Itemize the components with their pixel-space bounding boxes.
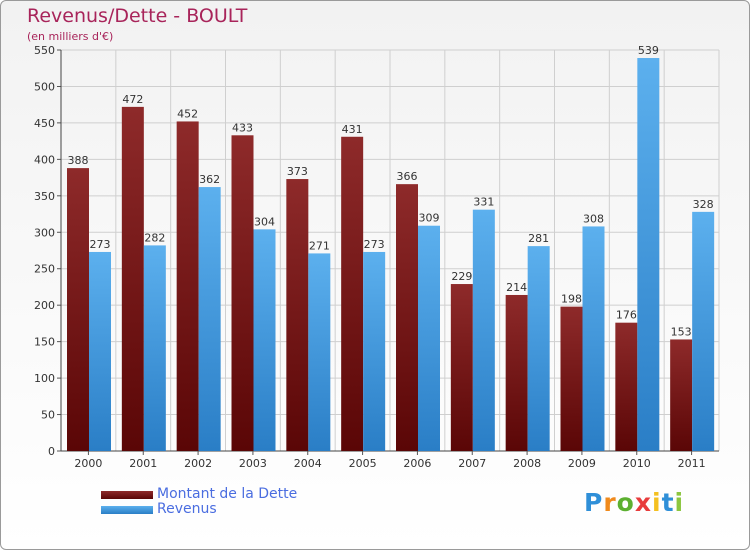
proxiti-logo: Proxiti [584,488,684,517]
bar-revenus-2002 [198,187,221,451]
data-label: 308 [583,212,604,225]
bar-debt-2010 [615,322,638,451]
bar-revenus-2007 [472,209,495,451]
y-tick-label: 50 [41,409,55,422]
y-tick-label: 550 [34,44,55,57]
data-label: 273 [90,238,111,251]
bar-debt-2003 [231,135,254,451]
bar-debt-2011 [670,339,693,451]
bar-debt-2004 [286,179,309,452]
logo-letter: o [616,488,635,517]
x-tick-label: 2006 [403,457,431,470]
data-labels: 388 273 472 282 452 362 433 304 373 271 431 273 366 3… [68,44,714,338]
data-label: 214 [506,281,527,294]
x-tick-label: 2005 [349,457,377,470]
bar-debt-2001 [121,106,144,452]
bar-debt-2007 [450,284,473,451]
bar-debt-2009 [560,306,583,451]
data-label: 282 [144,231,165,244]
bar-debt-2008 [505,294,528,451]
data-label: 366 [397,170,418,183]
axes: 0 50 100 150 200 250 300 350 400 450 500 550 2000 200… [34,44,719,470]
data-label: 273 [364,238,385,251]
y-tick-label: 0 [48,445,55,458]
data-label: 328 [693,198,714,211]
x-tick-label: 2004 [294,457,322,470]
x-tick-label: 2010 [623,457,651,470]
chart-title: Revenus/Dette - BOULT [27,5,248,27]
legend-label-revenus: Revenus [157,501,217,517]
bar-revenus-2010 [637,58,660,452]
data-label: 388 [68,154,89,167]
logo-letter: x [634,488,652,517]
data-label: 331 [473,196,494,209]
y-tick-label: 350 [34,190,55,203]
x-tick-label: 2000 [74,457,102,470]
bars [67,58,715,452]
logo-letter: r [603,488,617,517]
bar-revenus-2006 [418,225,440,451]
data-label: 431 [342,123,363,136]
x-tick-label: 2009 [568,457,596,470]
data-label: 309 [419,212,440,225]
data-label: 271 [309,239,330,252]
y-tick-label: 450 [34,117,55,130]
data-label: 433 [232,121,253,134]
logo-letter: i [652,488,662,517]
legend-swatch-debt [101,491,153,499]
logo-letter: t [661,488,675,517]
y-tick-label: 300 [34,226,55,239]
bar-revenus-2009 [582,226,605,451]
grid [60,49,720,451]
bar-debt-2000 [67,168,89,451]
data-label: 153 [671,325,692,338]
y-tick-label: 500 [34,80,55,93]
data-label: 452 [177,107,198,120]
data-label: 472 [122,93,143,106]
y-tick-label: 400 [34,153,55,166]
bar-revenus-2011 [692,211,715,451]
bar-debt-2005 [341,136,364,451]
y-tick-label: 100 [34,372,55,385]
data-label: 362 [199,173,220,186]
data-label: 281 [528,232,549,245]
data-label: 373 [287,165,308,178]
y-tick-label: 200 [34,299,55,312]
y-tick-label: 250 [34,263,55,276]
bar-debt-2002 [176,121,199,451]
data-label: 304 [254,215,275,228]
bar-revenus-2005 [363,251,386,451]
bar-revenus-2004 [308,253,331,451]
logo-letter: i [674,488,685,517]
bar-revenus-2003 [253,229,276,451]
bar-revenus-2008 [527,246,550,451]
x-tick-label: 2003 [239,457,267,470]
x-tick-label: 2011 [678,457,706,470]
x-tick-label: 2008 [513,457,541,470]
logo-letter: P [584,488,604,517]
x-tick-label: 2001 [129,457,157,470]
bar-revenus-2001 [143,245,166,451]
legend-swatch-revenus [101,506,153,514]
bar-revenus-2000 [89,251,111,451]
data-label: 539 [638,44,659,57]
data-label: 198 [561,293,582,306]
y-tick-label: 150 [34,336,55,349]
data-label: 229 [451,270,472,283]
chart-subtitle: (en milliers d'€) [27,30,114,43]
data-label: 176 [616,309,637,322]
x-tick-label: 2007 [458,457,486,470]
x-tick-label: 2002 [184,457,212,470]
bar-debt-2006 [396,184,418,452]
legend-label-debt: Montant de la Dette [157,486,298,502]
